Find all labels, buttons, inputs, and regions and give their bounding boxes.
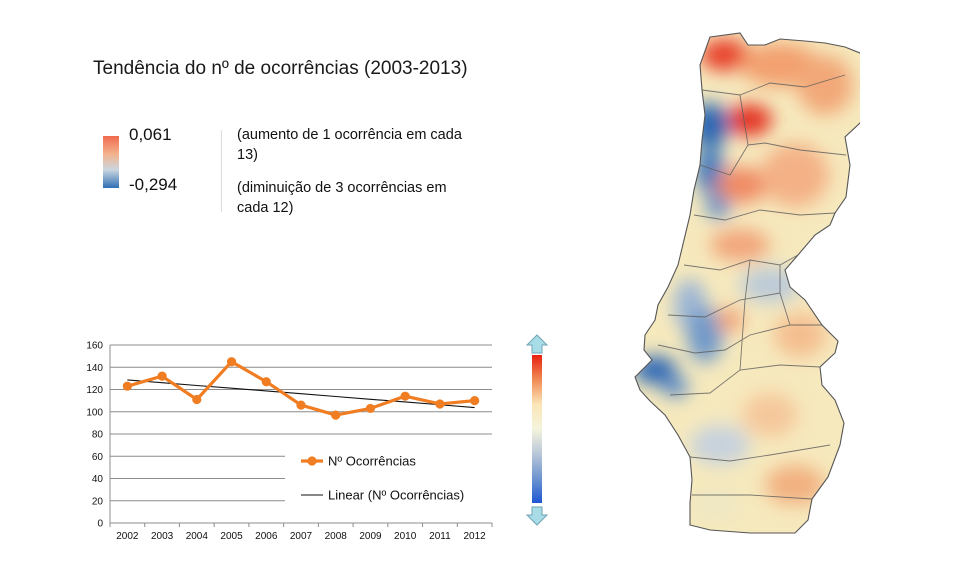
y-tick-label: 160 <box>86 341 103 352</box>
scale-down-arrow-icon <box>525 506 549 526</box>
y-tick-label: 80 <box>92 430 104 441</box>
scale-up-arrow-icon <box>525 334 549 354</box>
x-tick-label: 2008 <box>325 531 348 542</box>
data-point <box>400 391 410 401</box>
x-tick-label: 2003 <box>151 531 174 542</box>
data-point <box>296 400 306 410</box>
portugal-heatmap-map <box>634 32 860 534</box>
legend-color-ramp <box>103 136 119 188</box>
y-tick-label: 40 <box>92 474 104 485</box>
data-point <box>435 399 445 409</box>
color-scale-bar <box>525 334 549 526</box>
legend-marker-ocorrencias <box>307 456 317 466</box>
x-tick-label: 2011 <box>429 531 451 542</box>
y-tick-label: 140 <box>86 363 103 374</box>
legend-max-note: (aumento de 1 ocorrência em cada 13) <box>237 127 462 163</box>
series-line-trend <box>127 379 475 409</box>
y-tick-label: 120 <box>86 385 103 396</box>
data-point <box>122 381 132 391</box>
legend-min-note: (diminuição de 3 ocorrências em cada 12) <box>237 180 447 216</box>
data-point <box>192 394 202 405</box>
y-tick-label: 60 <box>92 452 104 463</box>
x-tick-label: 2012 <box>464 531 487 542</box>
legend-label-trend: Linear (Nº Ocorrências) <box>328 488 464 503</box>
line-chart: 0 20 40 60 80 100 120 140 160 2002 2003 2004 2005 200… <box>86 341 493 542</box>
data-point <box>261 377 271 387</box>
data-point <box>226 357 237 367</box>
x-tick-label: 2004 <box>186 531 209 542</box>
x-tick-label: 2006 <box>255 531 278 542</box>
legend-min-value: -0,294 <box>129 175 178 194</box>
legend-label-ocorrencias: Nº Ocorrências <box>328 454 416 469</box>
legend-divider <box>221 130 222 212</box>
y-tick-label: 100 <box>86 407 103 418</box>
x-tick-label: 2010 <box>394 531 417 542</box>
x-tick-label: 2007 <box>290 531 313 542</box>
data-point <box>365 403 376 414</box>
x-tick-label: 2009 <box>359 531 382 542</box>
data-point <box>331 410 341 420</box>
data-point <box>470 396 480 406</box>
legend-max-value: 0,061 <box>129 125 172 144</box>
x-tick-label: 2005 <box>220 531 243 542</box>
x-tick-label: 2002 <box>116 531 139 542</box>
scale-gradient <box>532 355 542 503</box>
chart-title: Tendência do nº de ocorrências (2003-201… <box>93 58 468 79</box>
y-tick-label: 0 <box>97 519 103 530</box>
y-tick-label: 20 <box>92 496 104 507</box>
data-point <box>157 371 167 381</box>
